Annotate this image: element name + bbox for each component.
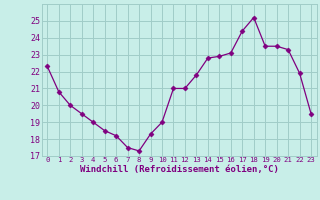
X-axis label: Windchill (Refroidissement éolien,°C): Windchill (Refroidissement éolien,°C) [80,165,279,174]
